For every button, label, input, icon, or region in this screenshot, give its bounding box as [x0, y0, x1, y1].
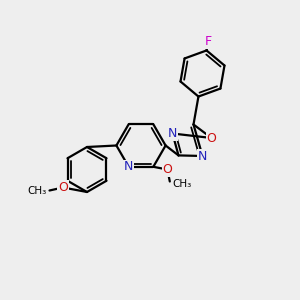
- Text: F: F: [204, 35, 211, 48]
- Text: CH₃: CH₃: [173, 178, 192, 189]
- Text: O: O: [58, 181, 68, 194]
- Text: N: N: [124, 160, 134, 173]
- Text: O: O: [163, 163, 172, 176]
- Text: CH₃: CH₃: [28, 185, 47, 196]
- Text: O: O: [207, 131, 216, 145]
- Text: N: N: [198, 149, 207, 163]
- Text: N: N: [168, 127, 177, 140]
